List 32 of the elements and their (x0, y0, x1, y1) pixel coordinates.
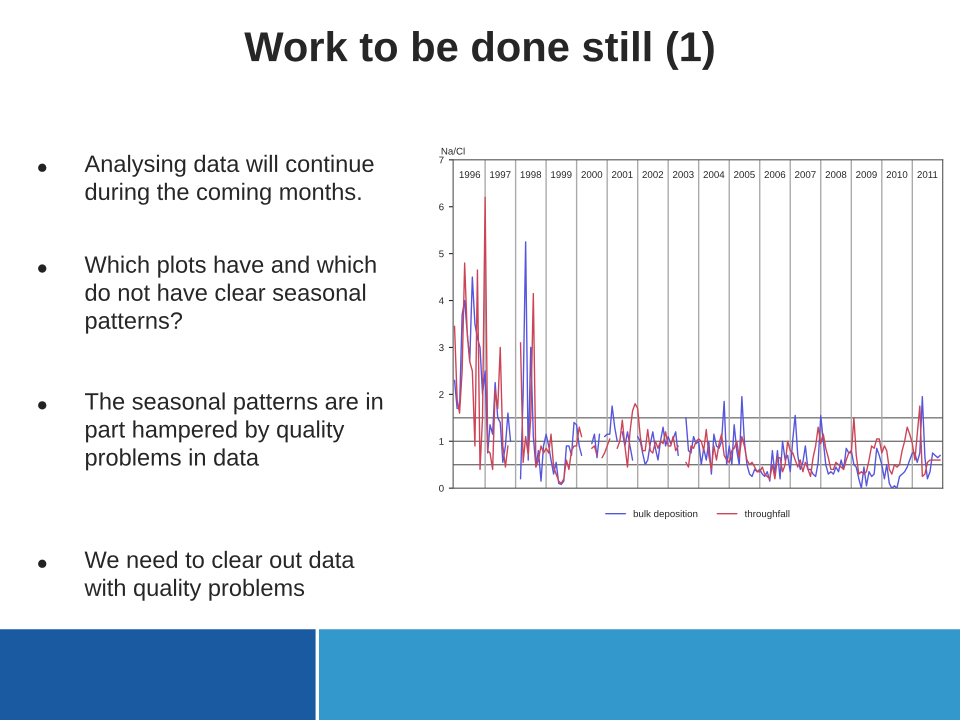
x-tick-label: 1996 (460, 171, 480, 178)
x-tick-label: 1997 (490, 171, 511, 178)
y-tick-label: 6 (439, 203, 444, 210)
x-tick-label: 2000 (581, 171, 602, 178)
x-tick-label: 2009 (856, 171, 877, 178)
x-tick-label: 2004 (704, 171, 724, 178)
legend-label: bulk deposition (634, 510, 698, 520)
x-tick-label: 2005 (734, 171, 755, 178)
x-tick-label: 2010 (886, 171, 908, 178)
x-tick-label: 1999 (551, 171, 572, 178)
text: The seasonal patterns are in part hampered by quality problems in data (85, 392, 382, 470)
y-tick-label: 2 (439, 391, 444, 398)
x-tick-label: 2002 (642, 171, 664, 178)
x-tick-label: 2011 (917, 171, 938, 178)
x-tick-label: 2008 (826, 171, 846, 178)
x-tick-label: 1998 (520, 171, 542, 178)
x-tick-label: 2003 (672, 171, 694, 178)
x-tick-label: 2006 (764, 171, 786, 178)
chart-title: Work to be done still (1) (244, 30, 714, 70)
text: Analysing data will continue during the coming months. (84, 154, 374, 205)
y-axis-title: Na/Cl (442, 147, 465, 155)
y-tick-label: 5 (439, 250, 444, 258)
y-tick-label: 4 (438, 297, 444, 304)
y-tick-label: 0 (439, 484, 444, 492)
text: Which plots have and which do not have clear seasonal patterns? (84, 256, 376, 334)
y-tick-label: 7 (439, 156, 444, 164)
y-tick-label: 3 (439, 344, 444, 352)
legend-label: throughfall (744, 510, 790, 520)
y-tick-label: 1 (439, 438, 444, 445)
x-tick-label: 2001 (612, 171, 633, 178)
x-tick-label: 2007 (795, 171, 816, 178)
text: We need to clear out data with quality problems (84, 550, 354, 601)
